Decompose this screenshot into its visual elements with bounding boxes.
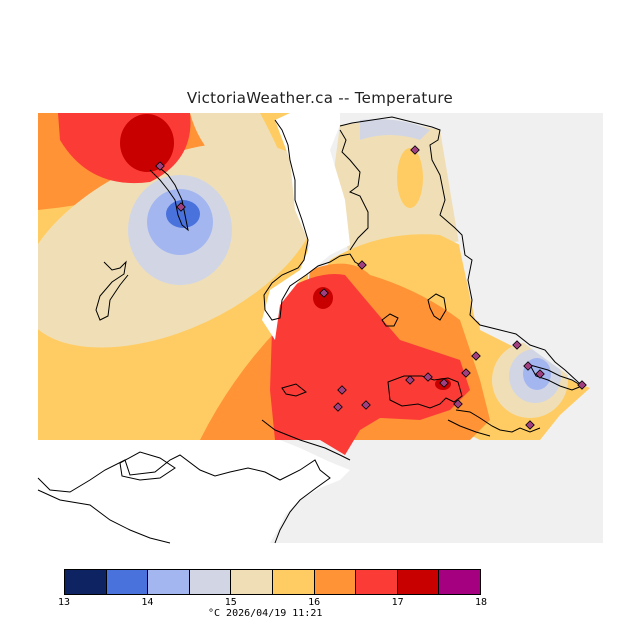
legend-swatch: [106, 570, 149, 594]
map-title: VictoriaWeather.ca -- Temperature: [186, 89, 454, 107]
legend-swatch: [148, 570, 190, 594]
station-marker: [461, 368, 471, 378]
legend-tick-label: 13: [57, 597, 71, 608]
station-marker: [453, 399, 463, 409]
station-marker: [423, 372, 433, 382]
warm-zone: [270, 274, 470, 455]
temperature-field: [38, 113, 320, 440]
station-marker: [176, 202, 186, 212]
station-marker: [361, 400, 371, 410]
weather-stations: [155, 145, 587, 430]
station-marker: [337, 385, 347, 395]
station-marker: [439, 378, 449, 388]
legend-tick-label: 14: [141, 597, 154, 608]
station-marker: [471, 351, 481, 361]
station-marker: [523, 361, 533, 371]
water-strait: [262, 113, 350, 340]
station-marker: [535, 369, 545, 379]
legend-swatch: [397, 570, 440, 594]
station-marker: [525, 420, 535, 430]
coastlines: [37, 116, 585, 544]
station-marker: [512, 340, 522, 350]
unit-and-timestamp: °C 2026/04/19 11:21: [208, 608, 323, 619]
water-gulf: [440, 113, 603, 385]
station-marker: [405, 375, 415, 385]
station-marker: [577, 380, 587, 390]
color-legend: [64, 569, 481, 595]
ocean-area: [38, 440, 350, 543]
legend-swatch: [65, 570, 107, 594]
legend-swatch: [439, 570, 480, 594]
legend-tick-label: 18: [474, 597, 488, 608]
legend-swatch: [314, 570, 357, 594]
station-marker: [333, 402, 343, 412]
station-marker: [410, 145, 420, 155]
legend-swatch: [356, 570, 398, 594]
station-marker: [155, 161, 165, 171]
legend-swatch: [272, 570, 315, 594]
legend-tick-label: 17: [391, 597, 404, 608]
legend-swatch: [231, 570, 273, 594]
station-marker: [357, 260, 367, 270]
legend-tick-label: 16: [308, 597, 321, 608]
legend-swatch: [189, 570, 232, 594]
station-marker: [319, 288, 329, 298]
legend-tick-label: 15: [224, 597, 237, 608]
